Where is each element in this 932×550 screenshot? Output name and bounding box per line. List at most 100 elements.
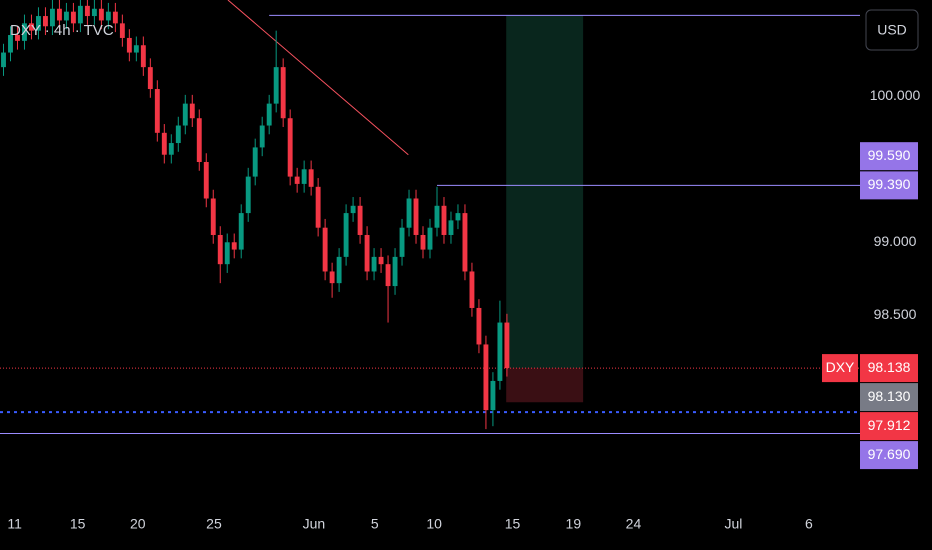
candle-body — [399, 227, 405, 257]
candle-body — [301, 169, 307, 184]
candle-body — [490, 380, 496, 411]
candle-body — [413, 198, 419, 235]
candle-body — [483, 344, 489, 411]
candle-body — [196, 118, 202, 163]
candle-body — [203, 162, 209, 199]
candle-body — [189, 103, 195, 119]
target-zone — [506, 15, 584, 369]
currency[interactable]: USD — [877, 22, 907, 38]
candle-body — [182, 103, 188, 126]
x-tick-label: Jul — [724, 516, 742, 532]
candle-body — [378, 256, 384, 265]
candle-body — [84, 5, 90, 17]
candle-body — [469, 271, 475, 308]
candle-body — [43, 16, 48, 27]
candle-body — [420, 234, 426, 250]
price-label-bg — [860, 441, 918, 470]
candle-body — [329, 271, 335, 284]
x-tick-label: 15 — [505, 516, 521, 532]
price-label: 97.690 — [868, 446, 911, 462]
candle-body — [364, 234, 370, 272]
price-label-bg — [860, 171, 918, 200]
candle-body — [161, 132, 167, 155]
candle-body — [273, 67, 279, 104]
price-label: 97.912 — [868, 417, 911, 433]
x-tick-label: 6 — [805, 516, 813, 532]
candle-body — [315, 186, 321, 228]
stop-zone — [506, 368, 584, 403]
candle-body — [392, 256, 398, 287]
x-tick-label: 25 — [206, 516, 222, 532]
price-label-bg — [860, 354, 918, 383]
candle-body — [1, 52, 6, 68]
candle-body — [497, 322, 503, 381]
x-tick-label: 10 — [426, 516, 442, 532]
y-tick-label: 98.500 — [874, 306, 917, 322]
candle-body — [231, 242, 237, 250]
candle-body — [175, 125, 181, 144]
plot: 98.500 99.000 100.000 11 15 20 25 Jun 5 10 15 19 24 J… — [0, 0, 921, 532]
x-tick-label: 5 — [371, 516, 379, 532]
price-label: 99.390 — [868, 176, 911, 192]
candle-body — [308, 169, 314, 187]
price-label-bg — [860, 142, 918, 171]
candle-body — [77, 5, 83, 24]
candle-body — [385, 264, 391, 287]
candle-body — [441, 205, 447, 235]
candle-body — [245, 176, 251, 214]
candle-body — [357, 205, 363, 235]
candle-body — [15, 35, 20, 41]
x-tick-label: 15 — [70, 516, 86, 532]
candle-body — [336, 256, 342, 284]
x-tick-label: 19 — [566, 516, 582, 532]
candle-body — [462, 213, 468, 272]
candle-body — [427, 227, 433, 250]
x-tick-label: Jun — [303, 516, 326, 532]
candle-body — [147, 67, 153, 90]
candle-body — [224, 242, 230, 265]
y-tick-label: 99.000 — [874, 233, 917, 249]
trend-line — [227, 0, 409, 156]
candle-body — [91, 8, 97, 17]
x-tick-label: 24 — [626, 516, 642, 532]
price-label-bg — [860, 383, 918, 412]
candle-body — [238, 213, 244, 250]
chart-title: DXY · 4h · TVC — [10, 22, 114, 39]
candle-body — [49, 8, 55, 27]
price-label: 98.138 — [868, 359, 911, 375]
candle-body — [371, 256, 377, 272]
candle-body — [455, 213, 461, 221]
candle-body — [217, 234, 223, 265]
y-tick-label: 100.000 — [870, 87, 921, 103]
candle-body — [280, 67, 286, 119]
x-tick-label: 20 — [130, 516, 146, 532]
candle-body — [112, 11, 118, 24]
candle-body — [434, 205, 440, 228]
price-label: 98.130 — [868, 388, 911, 404]
candle-body — [350, 205, 356, 214]
candle-body — [119, 23, 125, 38]
candle-body — [56, 8, 62, 21]
candle-body — [168, 143, 174, 155]
candle-body — [504, 322, 510, 369]
candle-body — [266, 103, 272, 126]
candle-body — [259, 125, 265, 148]
symbol-label-bg — [822, 354, 858, 383]
x-tick-label: 11 — [7, 516, 22, 532]
candle-body — [133, 45, 139, 53]
candle-body — [29, 23, 34, 31]
candle-body — [126, 37, 132, 53]
candle-body — [448, 220, 454, 235]
candle-body — [36, 16, 41, 31]
currency-button[interactable] — [865, 9, 919, 51]
price-label-bg — [860, 412, 918, 441]
price-label: 99.590 — [868, 147, 911, 163]
candle-body — [8, 35, 13, 53]
candle-body — [70, 11, 76, 24]
candle-body — [22, 23, 27, 41]
candle-body — [294, 176, 300, 184]
candle-body — [98, 8, 104, 21]
candle-body — [322, 227, 328, 272]
